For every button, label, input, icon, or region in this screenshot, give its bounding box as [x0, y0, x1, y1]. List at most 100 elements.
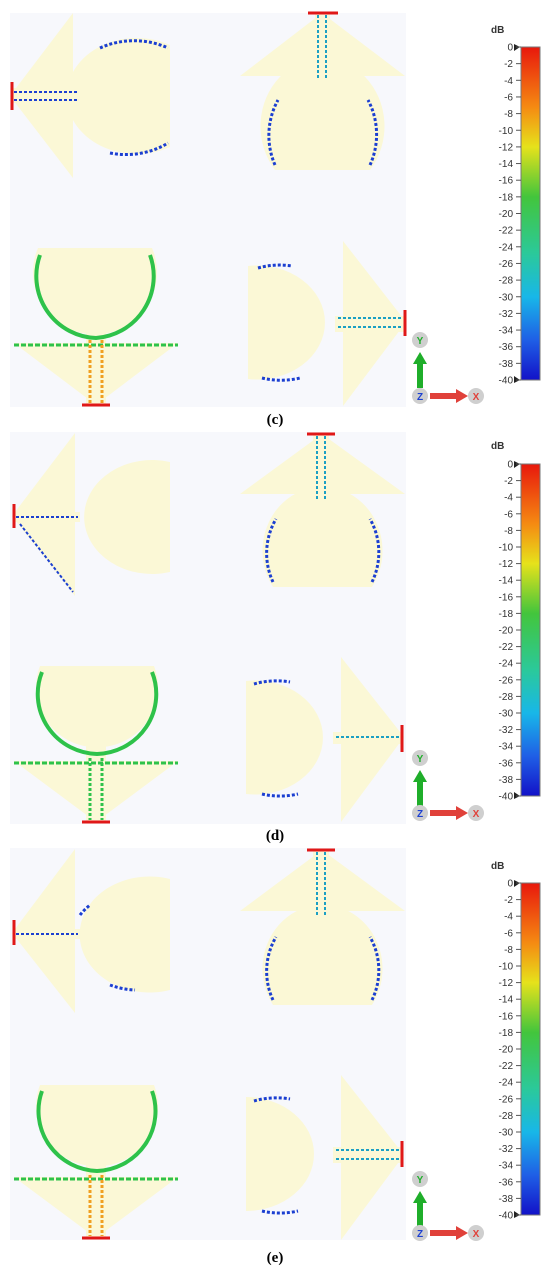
y-axis-arrowhead — [413, 1191, 427, 1203]
current-edge — [35, 671, 159, 757]
circle-patch — [36, 1085, 158, 1167]
antenna-bottom — [14, 1085, 178, 1240]
colorbar-tick-label: 0 — [507, 460, 513, 471]
colorbar-tick-label: -22 — [499, 1061, 514, 1072]
current-edge — [261, 792, 299, 798]
z-axis-badge — [412, 388, 428, 404]
colorbar-unit: dB — [491, 441, 504, 452]
colorbar-tick-label: -14 — [499, 576, 514, 587]
colorbar-tick-label: -30 — [499, 1128, 514, 1139]
circle-patch — [262, 904, 383, 1005]
colorbar-tick-label: -14 — [499, 159, 514, 170]
colorbar-tick-label: -28 — [499, 276, 514, 287]
colorbar-tick-label: -36 — [499, 758, 514, 769]
colorbar-tick-label: -34 — [499, 326, 514, 337]
current-plot-c: Y Z X dB 0 -2 -4 -6 -8 -10 -12 -14 -16 -18 -20 -22 -… — [10, 11, 541, 407]
colorbar-tick-label: 0 — [507, 879, 513, 890]
antenna-top — [240, 848, 405, 1005]
colorbar-tick-label: -10 — [499, 126, 514, 137]
x-axis-label: X — [473, 1229, 480, 1240]
current-edge — [253, 679, 291, 686]
colorbar-tick-label: -20 — [499, 209, 514, 220]
antenna-right — [248, 241, 407, 406]
colorbar-tick-label: -4 — [504, 76, 513, 87]
colorbar-tick-label: 0 — [507, 43, 513, 54]
panel-caption-d: (d) — [265, 828, 285, 844]
x-axis-badge — [468, 388, 484, 404]
antenna-left — [10, 13, 170, 178]
current-edge — [267, 99, 280, 166]
y-axis-badge — [412, 332, 428, 348]
feed-line — [313, 434, 329, 502]
current-edge — [368, 936, 381, 1001]
colorbar-tick-label: -22 — [499, 226, 514, 237]
colorbar-ticks: 0 -2 -4 -6 -8 -10 -12 -14 -16 -18 -20 -22 -24 -26 -28 -… — [499, 43, 521, 387]
colorbar-tick-label: -32 — [499, 725, 514, 736]
colorbar-tick-label: -24 — [499, 659, 514, 670]
colorbar-tick-label: -8 — [504, 945, 513, 956]
colorbar-gradient — [520, 882, 541, 1216]
feed-line — [313, 850, 329, 920]
colorbar-tick-label: -28 — [499, 692, 514, 703]
y-axis-label: Y — [417, 1175, 424, 1186]
colorbar: dB 0 -2 -4 -6 -8 -10 -12 -14 -16 -18 -20 -22 -24 -26 -… — [491, 25, 541, 387]
colorbar-gradient — [520, 46, 541, 381]
colorbar-tick-label: -36 — [499, 342, 514, 353]
colorbar-tick-label: -32 — [499, 309, 514, 320]
colorbar-tick-label: -14 — [499, 995, 514, 1006]
current-edge — [261, 1209, 299, 1215]
circle-patch — [66, 37, 170, 154]
feed-line — [333, 1147, 403, 1163]
x-axis-label: X — [473, 809, 480, 820]
x-axis-badge — [468, 1225, 484, 1241]
antenna-left — [12, 849, 170, 1013]
antenna-bottom — [14, 666, 178, 824]
x-axis-arrow — [430, 393, 458, 399]
colorbar-ticks: 0 -2 -4 -6 -8 -10 -12 -14 -16 -18 -20 -22 -24 -26 -28 -… — [499, 879, 521, 1222]
current-edge — [261, 376, 301, 382]
circle-patch — [33, 248, 157, 335]
x-axis-arrow — [430, 810, 458, 816]
colorbar-tick-label: -2 — [504, 476, 513, 487]
colorbar-tick-label: -6 — [504, 928, 513, 939]
colorbar-tick-label: -26 — [499, 675, 514, 686]
colorbar-tick-label: -16 — [499, 1011, 514, 1022]
colorbar-tick-label: -30 — [499, 709, 514, 720]
colorbar-tick-label: -18 — [499, 1028, 514, 1039]
colorbar-tick-label: -18 — [499, 609, 514, 620]
colorbar-tick-label: -12 — [499, 978, 514, 989]
current-edge — [265, 518, 278, 583]
colorbar-tick-label: -34 — [499, 1161, 514, 1172]
circle-patch — [36, 666, 158, 748]
antenna-right — [246, 1075, 404, 1240]
current-edge — [19, 523, 74, 593]
colorbar-tick-label: -6 — [504, 92, 513, 103]
y-axis-label: Y — [417, 754, 424, 765]
circle-patch — [262, 486, 383, 587]
circle-patch — [246, 1097, 314, 1211]
y-axis-badge — [412, 1171, 428, 1187]
colorbar-tick-label: -28 — [499, 1111, 514, 1122]
x-axis-arrowhead — [456, 1226, 468, 1240]
x-axis-arrowhead — [456, 389, 468, 403]
colorbar-tick-label: -8 — [504, 526, 513, 537]
feed-line — [335, 316, 405, 332]
current-edge — [78, 903, 91, 916]
current-edge — [109, 141, 169, 157]
current-edge — [257, 263, 293, 270]
colorbar-ticks: 0 -2 -4 -6 -8 -10 -12 -14 -16 -18 -20 -22 -24 -26 -28 -… — [499, 460, 521, 803]
current-edge — [253, 1096, 291, 1103]
colorbar-tick-label: -24 — [499, 242, 514, 253]
colorbar-tick-label: -32 — [499, 1144, 514, 1155]
current-edge — [36, 1090, 158, 1174]
colorbar-tick-label: -26 — [499, 1094, 514, 1105]
circle-patch — [79, 876, 170, 993]
x-axis-arrowhead — [456, 806, 468, 820]
colorbar-tick-label: -16 — [499, 176, 514, 187]
antenna-right — [246, 657, 404, 822]
y-axis-arrowhead — [413, 770, 427, 782]
colorbar-tick-label: -24 — [499, 1078, 514, 1089]
current-edge — [265, 936, 278, 1001]
antenna-top — [240, 11, 405, 170]
colorbar-tick-label: -4 — [504, 912, 513, 923]
